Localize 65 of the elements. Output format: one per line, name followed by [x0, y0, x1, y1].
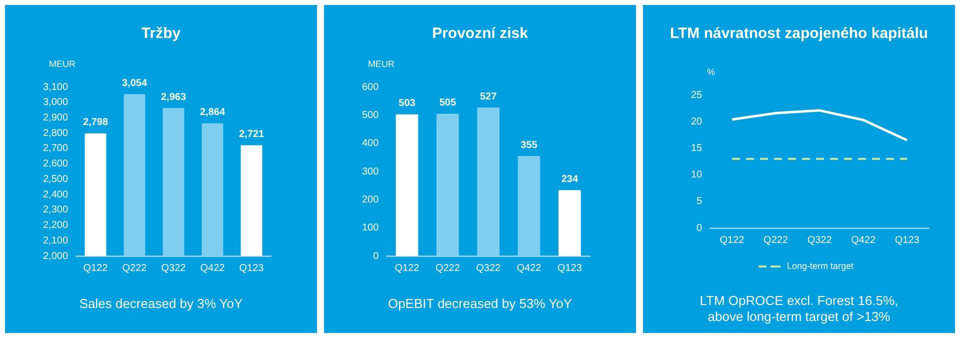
y-tick-label: 100: [362, 222, 380, 234]
y-tick-label: 10: [691, 170, 703, 181]
y-tick-label: 20: [691, 116, 703, 128]
data-label: 2,963: [160, 92, 186, 103]
x-tick-label: Q422: [851, 234, 876, 246]
y-tick-label: 600: [362, 82, 380, 93]
x-tick-label: Q122: [83, 262, 108, 274]
bar: [436, 114, 459, 256]
data-label: 234: [561, 174, 578, 185]
x-tick-label: Q122: [394, 262, 420, 274]
data-label: 3,054: [122, 78, 148, 89]
legend-label: Long-term target: [786, 260, 854, 271]
x-tick-label: Q322: [161, 262, 186, 274]
text: OpEBIT decreased by 53% YoY: [388, 296, 572, 312]
y-tick-label: 2,200: [42, 220, 68, 232]
y-tick-label: 2,900: [42, 112, 68, 124]
y-tick-label: 2,300: [42, 204, 68, 216]
y-tick-label: 3,100: [42, 82, 68, 93]
x-tick-label: Q322: [476, 262, 502, 274]
y-tick-label: 300: [362, 166, 380, 178]
y-tick-label: 0: [696, 222, 703, 234]
y-tick-label: 200: [362, 194, 380, 206]
y-tick-label: 2,700: [42, 143, 68, 154]
x-tick-label: Q222: [764, 234, 788, 246]
y-tick-label: 2,800: [42, 128, 68, 139]
y-tick-label: 2,100: [42, 235, 68, 246]
chart-title: Tržby: [141, 25, 181, 44]
x-tick-label: Q322: [807, 234, 832, 246]
x-tick-label: Q422: [200, 262, 226, 274]
bar: [518, 156, 540, 256]
y-tick-label: 3,000: [42, 97, 68, 108]
x-tick-label: Q123: [894, 234, 920, 246]
data-label: 2,721: [238, 128, 264, 140]
data-label: 2,798: [83, 117, 108, 128]
chart-title: LTM návratnost zapojeného kapitálu: [670, 25, 928, 44]
bar: [477, 108, 500, 256]
y-axis-title: %: [707, 67, 716, 77]
text: LTM OpROCE excl. Forest 16.5%, above long-term target of >13%: [700, 293, 898, 325]
bar: [396, 114, 418, 256]
y-tick-label: 25: [691, 90, 703, 101]
y-tick-label: 400: [362, 138, 380, 150]
x-tick-label: Q222: [435, 262, 460, 274]
x-tick-label: Q422: [516, 262, 542, 274]
y-tick-label: 0: [373, 250, 380, 262]
x-tick-label: Q122: [720, 234, 745, 246]
y-axis-title: MEUR: [49, 59, 76, 69]
y-tick-label: 15: [691, 142, 703, 154]
y-axis-title: MEUR: [368, 59, 394, 69]
data-label: 527: [480, 91, 498, 102]
data-label: 505: [439, 98, 456, 109]
data-label: 2,864: [200, 107, 226, 118]
x-tick-label: Q123: [239, 262, 264, 274]
y-tick-label: 2,500: [42, 174, 68, 185]
y-tick-label: 500: [362, 110, 380, 121]
chart-title: Provozní zisk: [432, 25, 528, 44]
text: Sales decreased by 3% YoY: [79, 296, 243, 312]
y-tick-label: 2,600: [42, 158, 68, 170]
bar: [558, 190, 581, 256]
y-tick-label: 2,400: [42, 189, 68, 200]
x-tick-label: Q123: [557, 262, 582, 274]
data-label: 355: [520, 140, 538, 151]
x-tick-label: Q222: [122, 262, 148, 274]
data-label: 503: [398, 98, 416, 110]
y-tick-label: 5: [696, 196, 703, 208]
y-tick-label: 2,000: [42, 250, 68, 262]
